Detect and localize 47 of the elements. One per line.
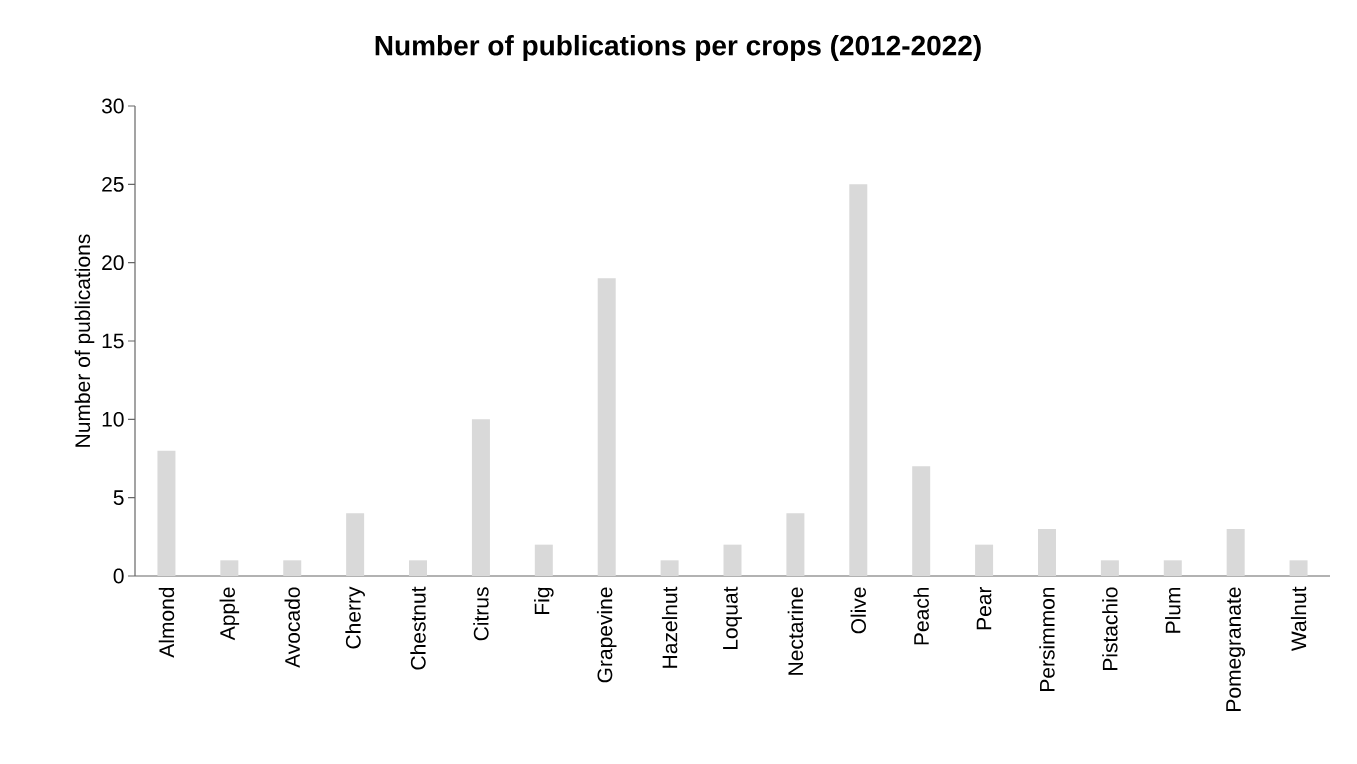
x-tick-label: Pear [976, 586, 992, 630]
x-tick-label: Chestnut [410, 586, 426, 670]
x-tick-label: Walnut [1290, 586, 1307, 652]
bar [975, 544, 994, 576]
chart-title: Number of publications per crops (2012-2022) [375, 34, 981, 62]
bar [597, 278, 616, 576]
bar [1100, 560, 1119, 576]
bar [849, 184, 868, 576]
x-tick-label: Hazelnut [661, 586, 678, 668]
bar [1163, 560, 1182, 576]
y-tick-label: 10 [102, 411, 124, 427]
bar [723, 544, 742, 576]
bar [1226, 529, 1245, 576]
y-tick-label: 20 [102, 255, 124, 271]
bar [471, 419, 490, 576]
x-tick-label: Cherry [345, 586, 365, 649]
bar [157, 450, 176, 576]
bar [534, 544, 553, 576]
x-tick-label: Fig [534, 587, 554, 614]
bar [1037, 529, 1056, 576]
x-tick-label: Loquat [723, 586, 742, 650]
bar [786, 513, 805, 576]
x-tick-label: Apple [219, 587, 240, 641]
x-tick-label: Plum [1165, 587, 1181, 633]
bar [220, 560, 239, 576]
bar [660, 560, 679, 576]
y-tick-label: 30 [101, 98, 124, 114]
x-tick-label: Avocado [284, 587, 300, 668]
x-tick-label: Pistachio [1102, 587, 1118, 671]
x-tick-label: Citrus [473, 587, 489, 641]
bar [1289, 560, 1308, 576]
x-tick-label: Nectarine [787, 587, 804, 675]
y-tick-label: 0 [113, 568, 124, 584]
x-tick-label: Pomegranate [1226, 587, 1246, 711]
x-tick-label: Persimmon [1039, 587, 1055, 691]
bar [912, 466, 931, 576]
x-tick-label: Peach [913, 587, 929, 645]
y-tick-label: 15 [102, 333, 124, 349]
y-axis-title: Number of publications [74, 234, 95, 447]
x-tick-label: Olive [850, 587, 866, 634]
x-tick-label: Almond [158, 587, 175, 658]
y-tick-label: 5 [113, 490, 124, 505]
bar [409, 560, 428, 576]
y-tick-label: 25 [102, 176, 124, 192]
bar [283, 560, 302, 576]
bar [346, 513, 365, 576]
x-tick-label: Grapevine [596, 587, 617, 683]
